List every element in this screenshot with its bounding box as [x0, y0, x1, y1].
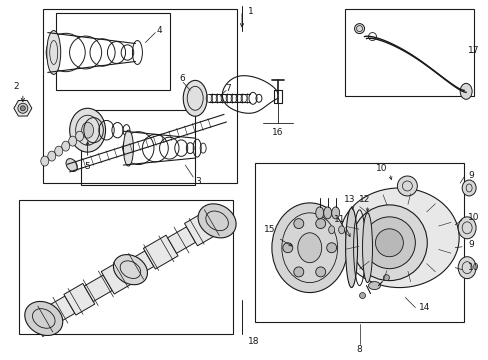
- Bar: [344, 9, 473, 96]
- Ellipse shape: [397, 176, 416, 196]
- Ellipse shape: [198, 204, 236, 238]
- Ellipse shape: [68, 136, 77, 146]
- Bar: [81, 110, 195, 185]
- Ellipse shape: [282, 243, 292, 253]
- Ellipse shape: [328, 226, 334, 234]
- Ellipse shape: [48, 151, 56, 161]
- Text: 2: 2: [13, 82, 19, 91]
- Ellipse shape: [20, 106, 25, 111]
- Ellipse shape: [338, 226, 344, 234]
- Ellipse shape: [315, 267, 325, 277]
- Polygon shape: [184, 212, 216, 246]
- Ellipse shape: [345, 208, 357, 288]
- Ellipse shape: [183, 80, 207, 116]
- Polygon shape: [46, 296, 75, 324]
- Ellipse shape: [323, 207, 331, 219]
- Ellipse shape: [55, 146, 62, 156]
- Polygon shape: [14, 100, 32, 116]
- Polygon shape: [64, 283, 95, 315]
- Ellipse shape: [293, 219, 303, 229]
- Text: 1: 1: [247, 7, 253, 16]
- Ellipse shape: [461, 180, 475, 196]
- Ellipse shape: [47, 31, 61, 75]
- Ellipse shape: [457, 217, 475, 239]
- Text: 15: 15: [264, 225, 275, 234]
- Ellipse shape: [123, 130, 133, 166]
- Ellipse shape: [81, 122, 93, 138]
- Polygon shape: [29, 303, 58, 337]
- Text: 14: 14: [419, 303, 430, 312]
- Text: 11: 11: [333, 215, 345, 224]
- Ellipse shape: [363, 217, 414, 269]
- Polygon shape: [84, 275, 112, 302]
- Polygon shape: [167, 227, 195, 253]
- Ellipse shape: [297, 233, 321, 263]
- Bar: [56, 13, 170, 90]
- Polygon shape: [126, 251, 154, 278]
- Bar: [254, 163, 463, 323]
- Text: 9: 9: [467, 240, 473, 249]
- Text: 6: 6: [179, 74, 185, 83]
- Ellipse shape: [354, 24, 364, 33]
- Ellipse shape: [293, 267, 303, 277]
- Polygon shape: [143, 235, 178, 269]
- Text: 18: 18: [247, 337, 259, 346]
- Ellipse shape: [66, 159, 77, 171]
- Text: 8: 8: [356, 345, 362, 354]
- Text: 10: 10: [375, 163, 386, 172]
- Ellipse shape: [362, 213, 372, 283]
- Ellipse shape: [41, 156, 49, 166]
- Text: 7: 7: [225, 84, 230, 93]
- Text: 13: 13: [343, 195, 355, 204]
- Ellipse shape: [383, 275, 388, 280]
- Text: 16: 16: [271, 128, 283, 137]
- Polygon shape: [101, 258, 137, 294]
- Text: 9: 9: [467, 171, 473, 180]
- Ellipse shape: [25, 301, 62, 336]
- Ellipse shape: [375, 229, 403, 257]
- Ellipse shape: [69, 108, 105, 152]
- Ellipse shape: [76, 131, 83, 141]
- Ellipse shape: [351, 205, 427, 280]
- Text: 4: 4: [156, 26, 162, 35]
- Ellipse shape: [61, 141, 69, 151]
- Text: 3: 3: [195, 177, 201, 186]
- Ellipse shape: [368, 282, 380, 289]
- Ellipse shape: [113, 255, 147, 285]
- Ellipse shape: [326, 243, 336, 253]
- Ellipse shape: [359, 293, 365, 298]
- Ellipse shape: [271, 203, 347, 293]
- Text: 10: 10: [467, 213, 479, 222]
- Text: 12: 12: [358, 195, 369, 204]
- Ellipse shape: [18, 103, 28, 113]
- Ellipse shape: [457, 257, 475, 279]
- Ellipse shape: [331, 207, 339, 219]
- Text: 5: 5: [84, 162, 90, 171]
- Bar: [42, 9, 237, 183]
- Ellipse shape: [339, 188, 458, 288]
- Text: 17: 17: [467, 46, 478, 55]
- Bar: [19, 200, 233, 334]
- Polygon shape: [204, 206, 230, 233]
- Ellipse shape: [459, 84, 471, 99]
- Ellipse shape: [315, 219, 325, 229]
- Text: 10: 10: [467, 263, 479, 272]
- Ellipse shape: [315, 207, 323, 219]
